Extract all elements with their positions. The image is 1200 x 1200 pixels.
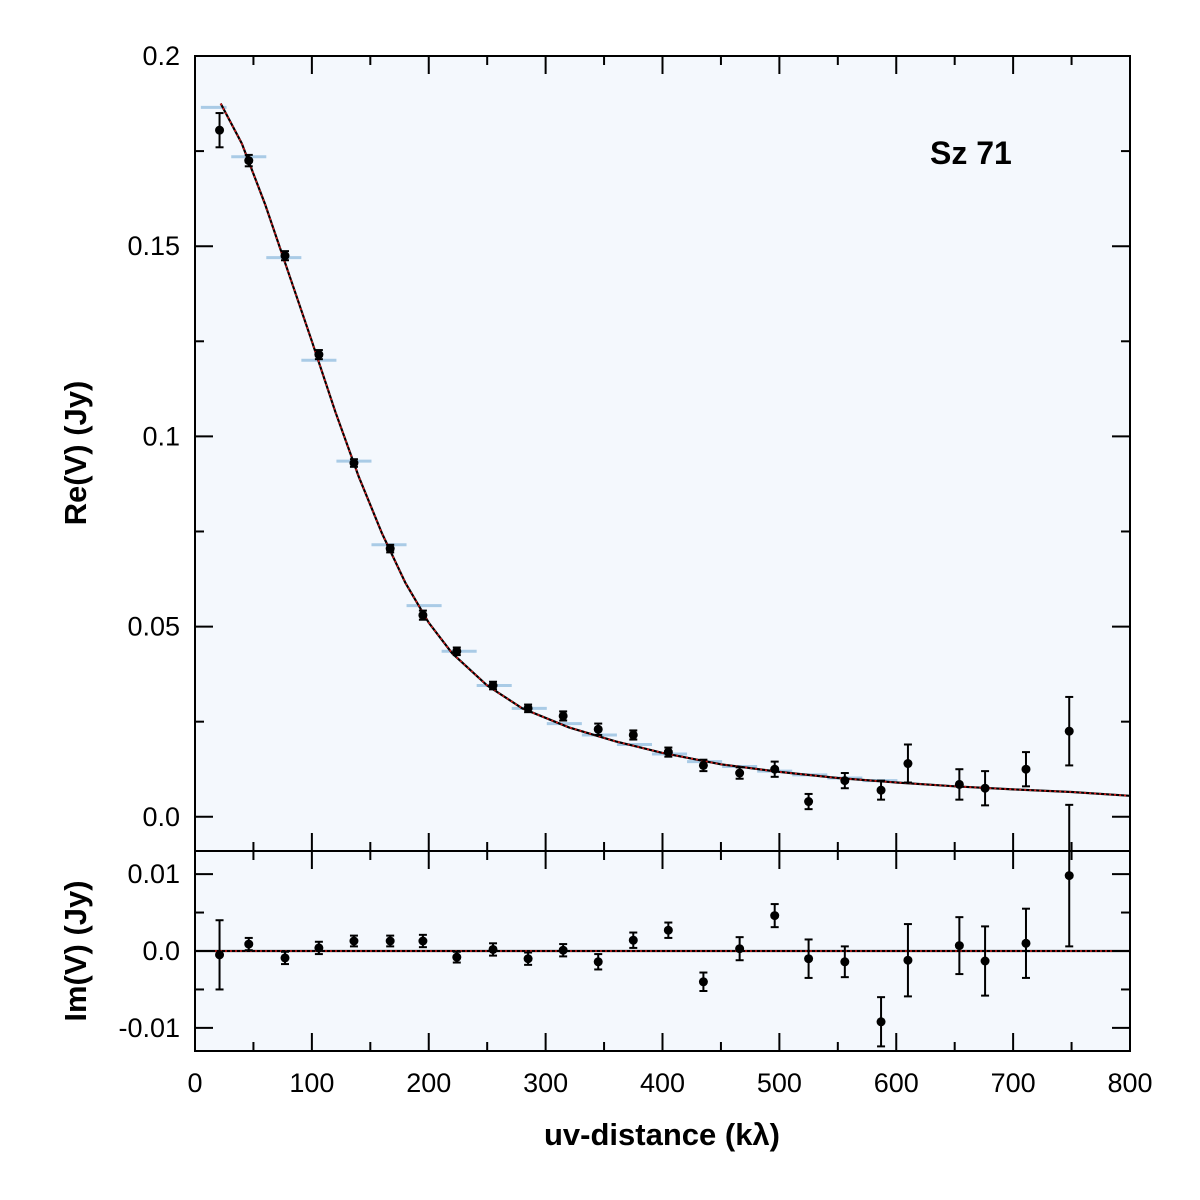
x-tick-label-1: 100	[289, 1068, 334, 1098]
data-point-im-6	[418, 936, 428, 946]
y-tick-label-re-2: 0.1	[142, 421, 180, 451]
real-part-plot-area	[195, 56, 1130, 851]
data-point-im-22	[980, 956, 990, 966]
source-annotation: Sz 71	[930, 135, 1012, 171]
imaginary-part-data-layer: -0.01 0.0 0.01	[118, 803, 1131, 1051]
data-point-re-0	[215, 125, 225, 135]
x-tick-label-8: 800	[1107, 1068, 1152, 1098]
y-tick-label-re-4: 0.2	[142, 41, 180, 71]
data-point-re-21	[954, 779, 964, 789]
data-point-re-24	[1064, 726, 1074, 736]
data-point-re-7	[452, 646, 462, 656]
data-point-re-5	[385, 544, 395, 554]
data-point-re-15	[735, 768, 745, 778]
data-point-im-24	[1064, 871, 1074, 881]
y-tick-label-re-1: 0.05	[127, 612, 180, 642]
imaginary-part-panel: -0.01 0.0 0.01 Im(V) (Jy)	[58, 803, 1131, 1052]
data-point-im-11	[593, 957, 603, 967]
real-part-data-layer: 0.0 0.05 0.1 0.15 0.2	[127, 41, 1131, 851]
y-tick-label-re-3: 0.15	[127, 231, 180, 261]
data-point-re-13	[663, 747, 673, 757]
data-point-im-13	[663, 925, 673, 935]
y-tick-label-re-0: 0.0	[142, 802, 180, 832]
data-point-im-15	[735, 944, 745, 954]
data-point-im-1	[244, 939, 254, 949]
data-point-im-5	[385, 936, 395, 946]
data-point-re-17	[804, 797, 814, 807]
data-point-re-4	[349, 458, 359, 468]
data-point-re-19	[876, 785, 886, 795]
data-point-re-22	[980, 783, 990, 793]
x-tick-label-6: 600	[874, 1068, 919, 1098]
data-point-im-16	[770, 911, 780, 921]
data-point-re-8	[488, 681, 498, 691]
x-tick-label-5: 500	[757, 1068, 802, 1098]
x-axis: 0 100 200 300 400 500 600 700 800	[187, 1068, 1152, 1098]
data-point-im-7	[452, 952, 462, 962]
data-point-im-17	[804, 954, 814, 964]
data-point-im-9	[523, 954, 533, 964]
data-point-im-2	[280, 953, 290, 963]
real-part-panel: 0.0 0.05 0.1 0.15 0.2 Sz 71 Re(V) (Jy)	[58, 41, 1131, 852]
imaginary-part-frame	[194, 850, 1131, 1052]
data-point-im-10	[558, 945, 568, 955]
data-point-re-16	[770, 764, 780, 774]
data-point-re-23	[1021, 764, 1031, 774]
data-point-re-20	[903, 759, 913, 769]
x-tick-label-4: 400	[640, 1068, 685, 1098]
data-point-im-21	[954, 941, 964, 951]
data-point-re-10	[558, 711, 568, 721]
data-point-re-14	[698, 760, 708, 770]
data-point-im-12	[628, 935, 638, 945]
y-tick-label-im-0: -0.01	[118, 1013, 180, 1043]
data-point-im-3	[314, 943, 324, 953]
data-point-im-23	[1021, 938, 1031, 948]
x-tick-label-2: 200	[406, 1068, 451, 1098]
y-axis-title-imaginary: Im(V) (Jy)	[58, 880, 93, 1021]
y-tick-label-im-1: 0.0	[142, 936, 180, 966]
data-point-re-11	[593, 724, 603, 734]
x-tick-label-7: 700	[991, 1068, 1036, 1098]
x-axis-title: uv-distance (kλ)	[544, 1117, 780, 1152]
data-point-im-18	[840, 957, 850, 967]
data-point-im-20	[903, 955, 913, 965]
x-tick-label-0: 0	[187, 1068, 202, 1098]
data-point-re-6	[418, 610, 428, 620]
data-point-im-14	[698, 977, 708, 987]
x-tick-label-3: 300	[523, 1068, 568, 1098]
data-point-re-18	[840, 776, 850, 786]
data-point-re-12	[628, 730, 638, 740]
data-point-re-3	[314, 350, 324, 360]
data-point-im-19	[876, 1017, 886, 1027]
y-tick-label-im-2: 0.01	[127, 859, 180, 889]
data-point-im-4	[349, 936, 359, 946]
data-point-im-0	[215, 950, 225, 960]
data-point-re-2	[280, 251, 290, 261]
data-point-im-8	[488, 944, 498, 954]
data-point-re-1	[244, 156, 254, 166]
data-point-re-9	[523, 703, 533, 713]
y-axis-title-real: Re(V) (Jy)	[58, 381, 93, 526]
